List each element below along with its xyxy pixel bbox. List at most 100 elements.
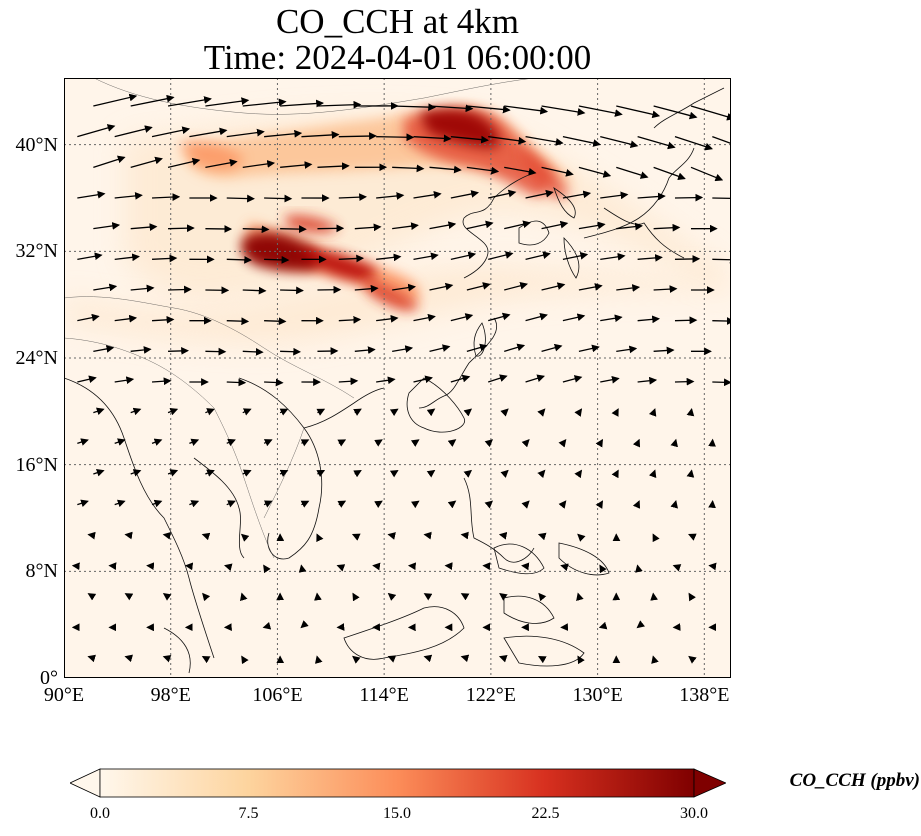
wind-arrow: [241, 655, 249, 665]
wind-arrow: [632, 500, 641, 509]
wind-arrow: [688, 592, 696, 602]
wind-arrow: [242, 286, 267, 295]
wind-arrow: [538, 655, 547, 664]
wind-arrow: [353, 408, 362, 416]
wind-arrow: [226, 378, 247, 387]
wind-arrow: [280, 161, 313, 169]
wind-arrow: [226, 500, 236, 508]
wind-arrow: [338, 254, 365, 263]
wind-arrow: [670, 438, 678, 448]
wind-arrow: [353, 469, 362, 478]
wind-arrow: [574, 408, 583, 417]
wind-arrow: [576, 592, 584, 602]
wind-arrow: [648, 408, 657, 417]
wind-arrow: [500, 469, 509, 478]
wind-arrow: [558, 438, 567, 448]
wind-arrow: [152, 315, 175, 324]
wind-arrow: [124, 531, 133, 540]
wind-arrow: [263, 439, 273, 447]
wind-arrow: [226, 194, 255, 203]
wind-arrow: [124, 593, 134, 601]
wind-arrow: [562, 190, 592, 199]
wind-arrow: [130, 223, 158, 231]
wind-arrow: [301, 131, 340, 139]
wind-arrow: [616, 345, 638, 354]
wind-arrow: [376, 133, 415, 142]
cbar-tick-15: 15.0: [383, 805, 411, 822]
lon-tick-138e: 138°E: [679, 684, 730, 706]
wind-arrow: [504, 105, 549, 115]
wind-arrow: [337, 439, 347, 447]
wind-arrow: [525, 251, 551, 260]
wind-arrow: [168, 285, 192, 294]
wind-arrow: [577, 655, 585, 665]
wind-arrow: [466, 220, 494, 230]
wind-arrow: [87, 531, 96, 540]
cbar-tick-0: 0.0: [90, 805, 110, 822]
wind-arrow: [162, 654, 172, 663]
wind-arrow: [77, 375, 97, 384]
wind-arrow: [447, 500, 457, 509]
wind-arrow: [674, 255, 701, 263]
wind-arrow: [240, 592, 248, 602]
wind-arrow: [151, 499, 163, 508]
wind-arrow: [450, 313, 474, 322]
wind-arrow: [77, 438, 89, 446]
wind-arrow: [525, 136, 564, 146]
wind-arrow: [562, 375, 583, 383]
wind-arrow: [130, 469, 142, 477]
wind-arrow: [130, 156, 163, 168]
colorbar-gradient: [99, 768, 695, 798]
wind-arrow: [387, 592, 397, 601]
wind-arrow: [488, 312, 511, 322]
map-gridlines: [64, 78, 731, 678]
wind-arrow: [352, 655, 361, 664]
map-title-line1: CO_CCH at 4km: [275, 2, 520, 41]
wind-arrow: [653, 346, 675, 355]
wind-arrow: [242, 408, 252, 416]
wind-arrow: [392, 222, 419, 231]
wind-arrow: [447, 439, 457, 448]
lon-tick-98e: 98°E: [150, 684, 191, 706]
wind-arrow: [167, 157, 201, 168]
wind-arrow: [611, 408, 619, 417]
wind-arrow: [168, 224, 195, 233]
wind-arrow: [578, 344, 600, 353]
wind-arrow: [77, 252, 103, 261]
wind-arrow: [450, 251, 477, 260]
wind-arrow: [264, 129, 303, 138]
wind-arrow: [426, 408, 436, 417]
wind-arrow: [521, 500, 530, 509]
wind-arrow: [541, 220, 569, 230]
wind-arrow: [484, 500, 494, 509]
wind-arrow: [466, 343, 488, 352]
wind-arrow: [616, 105, 661, 119]
wind-arrow: [151, 438, 163, 446]
wind-arrow: [653, 105, 698, 120]
wind-arrow: [264, 317, 287, 326]
wind-arrow: [376, 314, 399, 323]
wind-arrow: [632, 438, 641, 448]
wind-arrow: [93, 469, 105, 477]
wind-arrow: [87, 593, 97, 601]
wind-arrow: [93, 93, 138, 107]
wind-arrow: [338, 193, 367, 202]
wind-arrow: [338, 132, 377, 140]
wind-arrow: [300, 439, 310, 447]
wind-arrow: [686, 408, 695, 417]
wind-arrow: [488, 189, 517, 199]
wind-arrow: [688, 655, 697, 664]
wind-arrow: [504, 343, 526, 352]
map-panel[interactable]: [64, 78, 731, 678]
wind-arrow: [316, 408, 326, 416]
wind-arrow: [670, 500, 678, 509]
wind-arrow: [77, 124, 116, 138]
wind-arrow: [674, 193, 704, 202]
wind-arrow: [389, 408, 399, 417]
wind-arrow: [87, 654, 96, 663]
wind-arrow: [77, 313, 100, 322]
wind-arrow: [376, 253, 402, 262]
wind-arrow: [279, 408, 289, 416]
wind-arrow: [450, 190, 480, 199]
wind-arrow: [413, 190, 442, 199]
